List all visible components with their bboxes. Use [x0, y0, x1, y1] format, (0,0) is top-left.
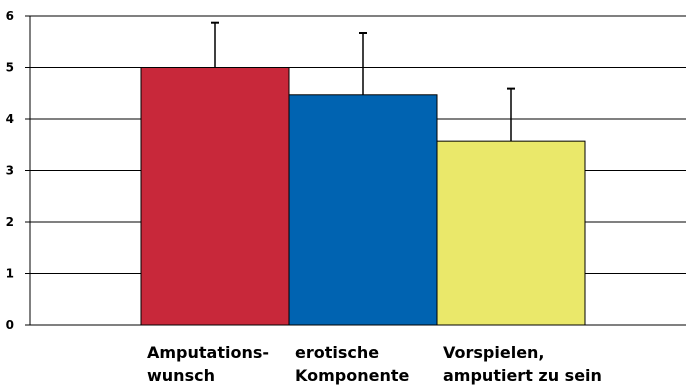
- y-tick-label: 6: [6, 9, 14, 23]
- bars: [140, 67, 586, 326]
- bar: [436, 140, 586, 326]
- y-tick-label: 0: [6, 318, 14, 332]
- category-label: Vorspielen,: [443, 343, 545, 362]
- y-tick-label: 2: [6, 215, 14, 229]
- y-tick-label: 1: [6, 267, 14, 281]
- y-tick-label: 5: [6, 61, 14, 75]
- error-bars: [211, 21, 515, 142]
- category-label: amputiert zu sein: [443, 366, 602, 385]
- y-tick-label: 3: [6, 164, 14, 178]
- axes: [25, 15, 686, 326]
- y-tick-label: 4: [6, 112, 14, 126]
- bar: [140, 67, 290, 326]
- bar: [288, 94, 438, 326]
- category-label: erotische: [295, 343, 379, 362]
- category-label: wunsch: [147, 366, 215, 385]
- category-label: Komponente: [295, 366, 410, 385]
- y-tick-labels: 0 1 2 3 4 5 6: [6, 9, 14, 332]
- category-label: Amputations-: [147, 343, 269, 362]
- category-labels: Amputations-wunsch erotische Komponente Vor…: [147, 343, 602, 385]
